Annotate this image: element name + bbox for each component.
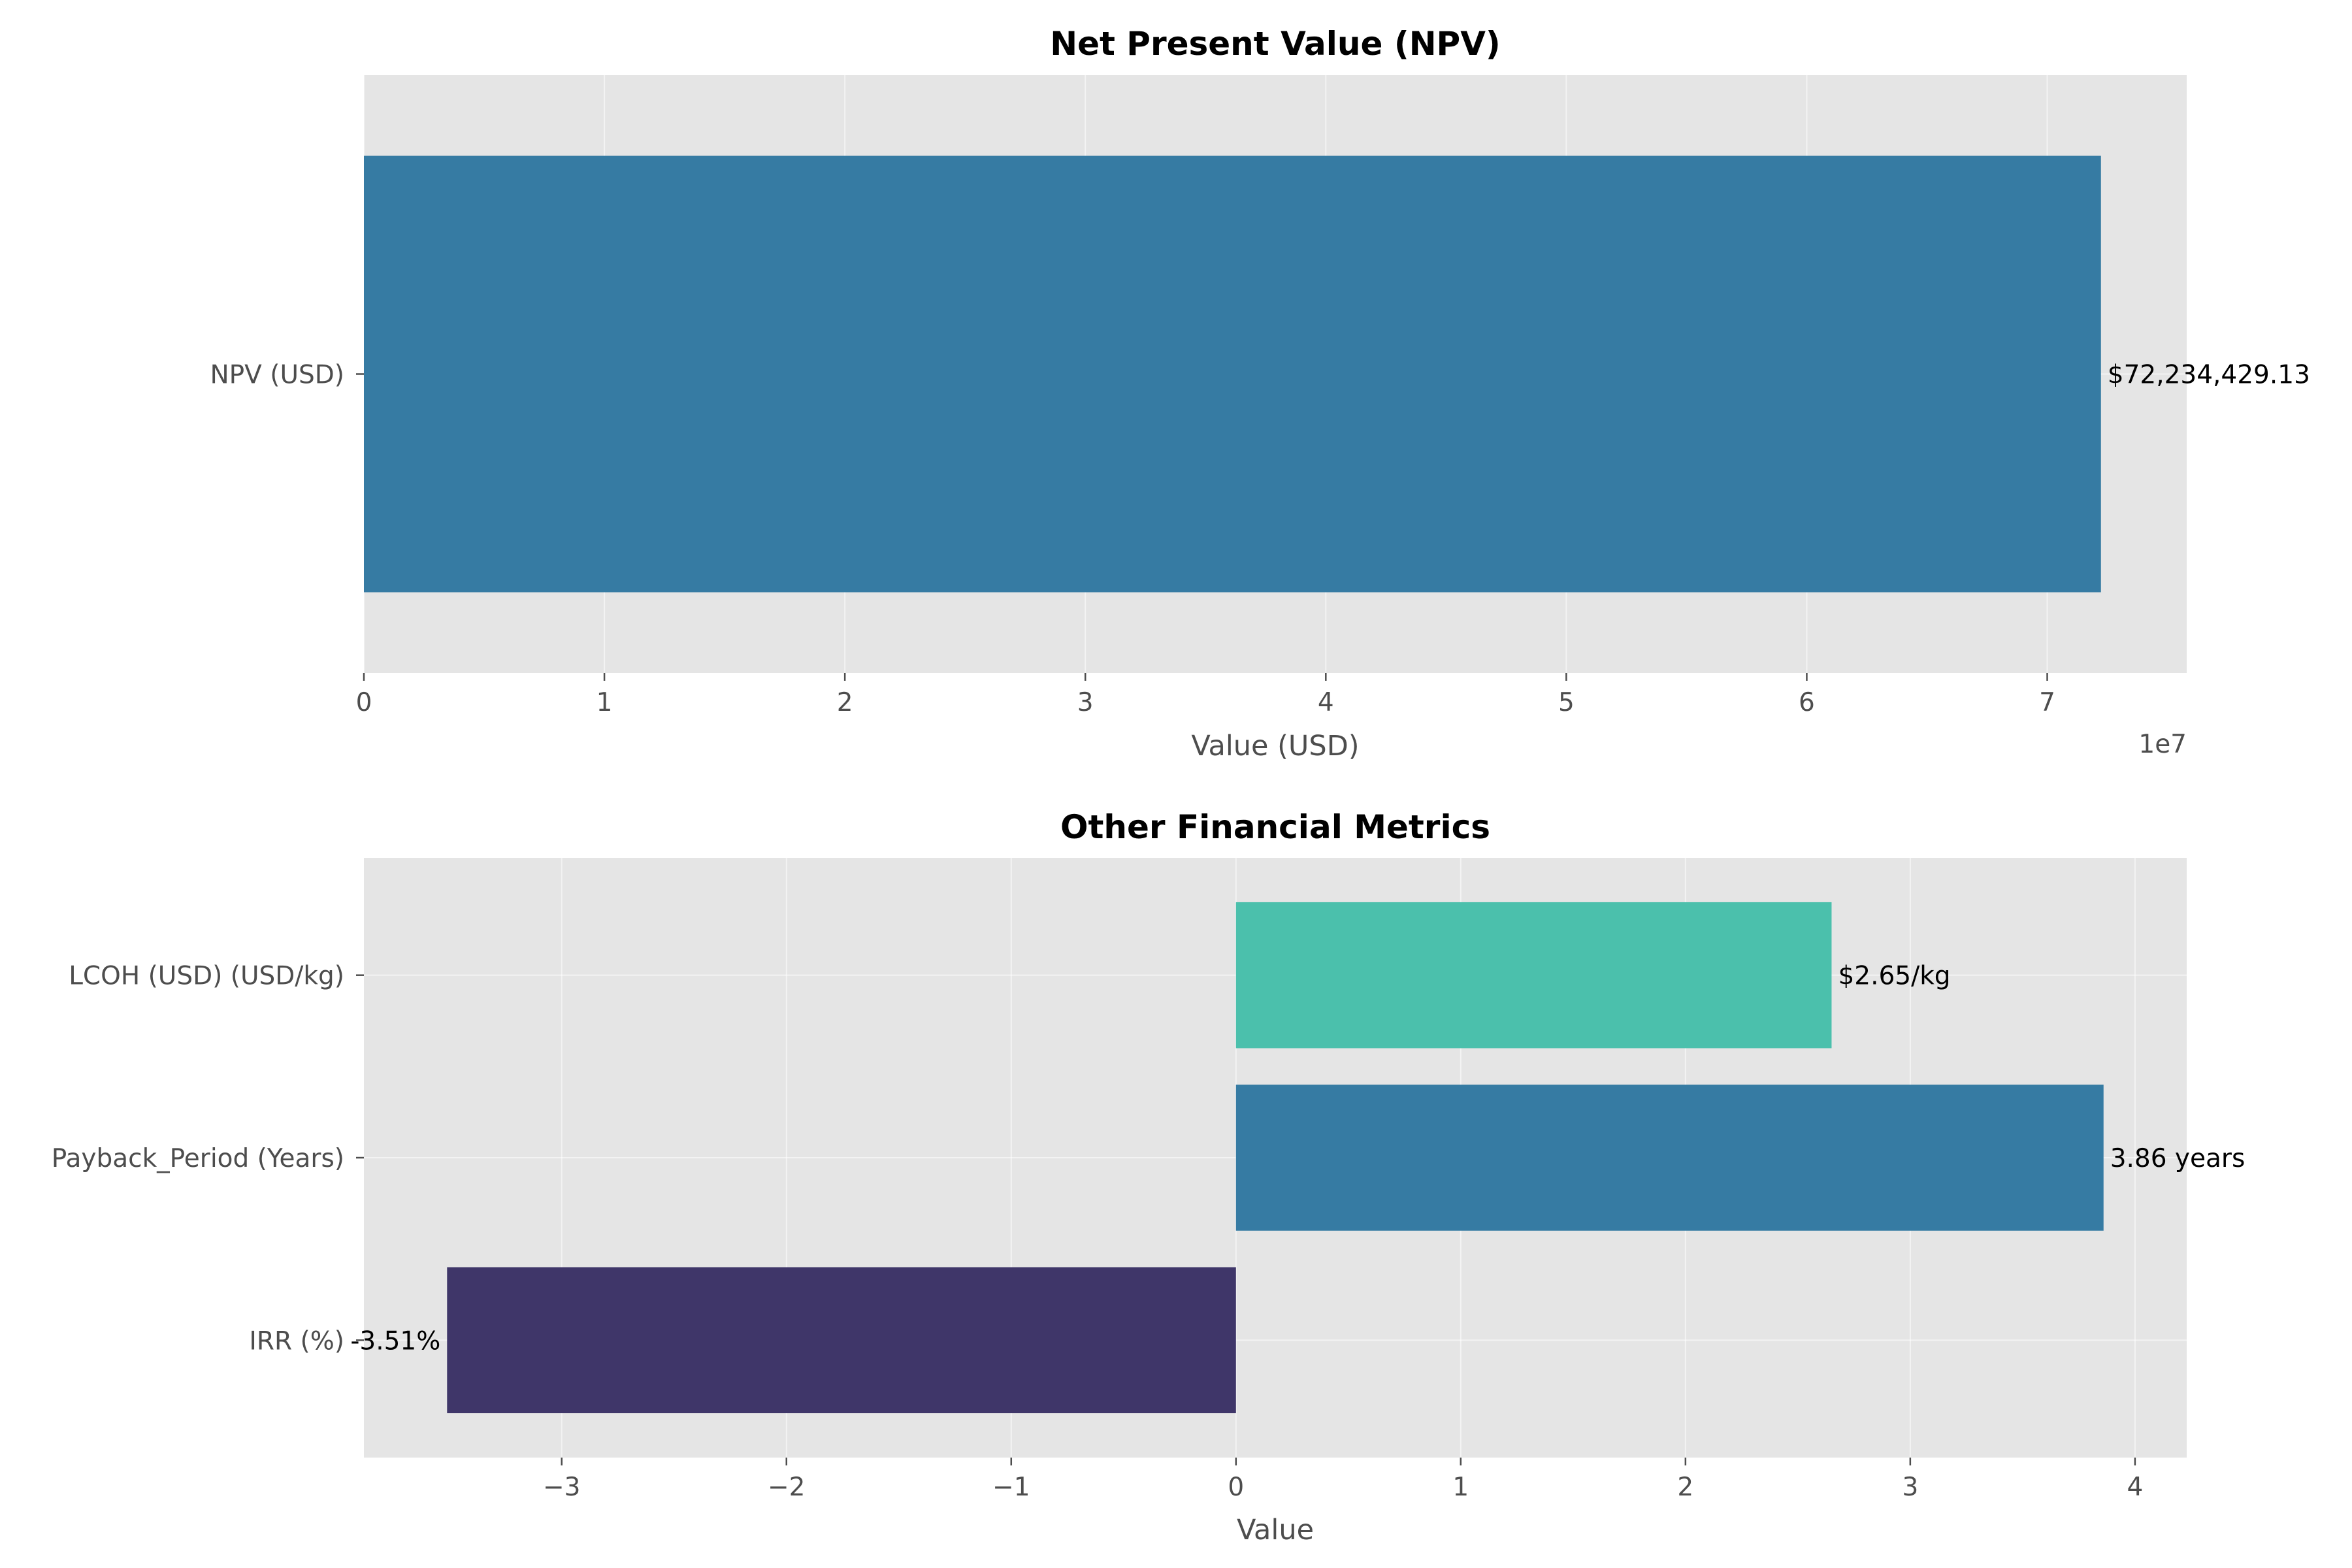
x-tick-label: 3 xyxy=(1077,688,1094,717)
x-tick-label: 1 xyxy=(1452,1473,1469,1502)
x-axis-label: Value (USD) xyxy=(1191,730,1359,762)
npv-chart: Net Present Value (NPV) $72,234,429.13 0… xyxy=(210,25,2310,762)
x-tick-label: 7 xyxy=(2039,688,2055,717)
chart-title: Net Present Value (NPV) xyxy=(1050,25,1501,63)
x-tick-label: 3 xyxy=(1902,1473,1918,1502)
x-tick-label: 1 xyxy=(596,688,613,717)
x-axis-ticks: 0 1 2 3 4 5 6 7 xyxy=(356,673,2055,717)
x-tick-label: 0 xyxy=(356,688,372,717)
y-tick-label: LCOH (USD) (USD/kg) xyxy=(69,962,344,991)
x-tick-label: 6 xyxy=(1799,688,1815,717)
x-tick-label: 4 xyxy=(1318,688,1334,717)
bar xyxy=(447,1267,1236,1414)
x-tick-label: −3 xyxy=(543,1473,581,1502)
x-tick-label: 2 xyxy=(837,688,853,717)
x-tick-label: 2 xyxy=(1677,1473,1693,1502)
x-axis-label: Value xyxy=(1237,1514,1314,1546)
y-axis-ticks: IRR (%) Payback_Period (Years) LCOH (USD) … xyxy=(52,962,364,1356)
y-tick-label: Payback_Period (Years) xyxy=(52,1144,344,1173)
data-label: 3.86 years xyxy=(2110,1144,2246,1173)
data-label: $2.65/kg xyxy=(1838,962,1950,991)
bars: $72,234,429.13 xyxy=(364,155,2310,593)
data-label: -3.51% xyxy=(350,1326,440,1356)
x-tick-label: −1 xyxy=(992,1473,1030,1502)
y-tick-label: IRR (%) xyxy=(249,1326,344,1356)
axis-offset-label: 1e7 xyxy=(2138,730,2187,759)
x-tick-label: 4 xyxy=(2127,1473,2143,1502)
bar xyxy=(364,155,2101,593)
x-tick-label: 5 xyxy=(1558,688,1575,717)
chart-title: Other Financial Metrics xyxy=(1060,808,1490,846)
x-tick-label: −2 xyxy=(768,1473,806,1502)
bar xyxy=(1235,1085,2104,1231)
data-label: $72,234,429.13 xyxy=(2108,361,2310,390)
y-axis-ticks: NPV (USD) xyxy=(210,361,364,390)
x-tick-label: 0 xyxy=(1228,1473,1244,1502)
bar xyxy=(1235,902,1832,1049)
bars: -3.51% 3.86 years $2.65/kg xyxy=(350,902,2246,1414)
y-tick-label: NPV (USD) xyxy=(210,361,344,390)
x-axis-ticks: −3 −2 −1 0 1 2 3 4 xyxy=(543,1458,2143,1502)
other-metrics-chart: Other Financial Metrics -3.51% 3.86 years… xyxy=(52,808,2246,1546)
